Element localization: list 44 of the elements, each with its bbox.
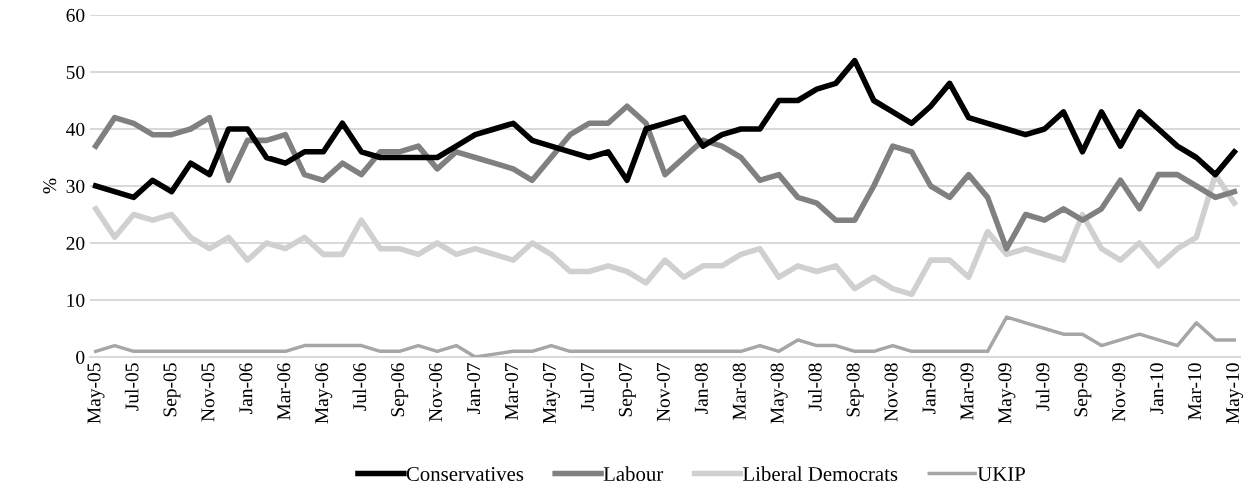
y-tick-label: 10 bbox=[67, 293, 85, 307]
y-tick-label: 30 bbox=[66, 179, 85, 193]
x-tick-label: Mar-06 bbox=[277, 363, 291, 420]
x-tick-label: May-08 bbox=[770, 363, 788, 424]
x-tick-label: Nov-06 bbox=[429, 363, 443, 422]
x-tick-label: Jul-08 bbox=[808, 363, 822, 411]
y-tick-label: 20 bbox=[66, 236, 85, 250]
x-tick-label: Nov-05 bbox=[201, 363, 215, 422]
line-series bbox=[93, 315, 1237, 357]
y-axis-title: % bbox=[43, 178, 57, 194]
x-tick-label: Jul-05 bbox=[124, 363, 139, 411]
x-tick-label: Jan-07 bbox=[466, 363, 481, 414]
x-tick-label: Jan-09 bbox=[922, 363, 936, 414]
x-tick-label: Mar-07 bbox=[504, 363, 519, 420]
x-tick-label: May-06 bbox=[315, 363, 333, 424]
legend-label: UKIP bbox=[977, 467, 1025, 482]
x-tick-label: Mar-08 bbox=[732, 363, 746, 420]
x-tick-label: Jan-10 bbox=[1150, 363, 1164, 414]
x-tick-label: Jul-07 bbox=[580, 363, 594, 411]
y-tick-label: 60 bbox=[66, 8, 85, 22]
y-tick-label: 50 bbox=[66, 65, 85, 79]
x-tick-label: May-09 bbox=[998, 363, 1016, 424]
x-tick-label: May-07 bbox=[542, 363, 560, 424]
y-tick-label: 40 bbox=[66, 122, 85, 136]
x-tick-label: Nov-09 bbox=[1112, 363, 1126, 422]
x-tick-label: Sep-08 bbox=[846, 363, 864, 417]
legend-label: Labour bbox=[603, 466, 664, 482]
x-tick-label: Nov-07 bbox=[656, 363, 670, 422]
x-tick-label: Jan-06 bbox=[239, 363, 253, 414]
x-tick-label: Jan-08 bbox=[694, 363, 708, 414]
y-tick-label: 0 bbox=[76, 350, 85, 364]
legend-label: Liberal Democrats bbox=[743, 466, 898, 482]
x-tick-label: Nov-08 bbox=[884, 363, 898, 422]
x-tick-label: Mar-10 bbox=[1188, 363, 1202, 420]
x-tick-label: May-10 bbox=[1226, 363, 1244, 424]
x-tick-label: Sep-06 bbox=[391, 363, 409, 417]
x-tick-label: May-05 bbox=[87, 363, 105, 424]
x-tick-label: Jul-09 bbox=[1035, 363, 1050, 411]
x-tick-label: Mar-09 bbox=[960, 363, 974, 420]
legend-label: Conservatives bbox=[406, 467, 524, 482]
x-tick-label: Sep-09 bbox=[1074, 363, 1092, 417]
x-tick-label: Jul-06 bbox=[352, 363, 367, 411]
x-tick-label: Sep-05 bbox=[163, 363, 181, 417]
x-tick-label: Sep-07 bbox=[618, 363, 636, 417]
